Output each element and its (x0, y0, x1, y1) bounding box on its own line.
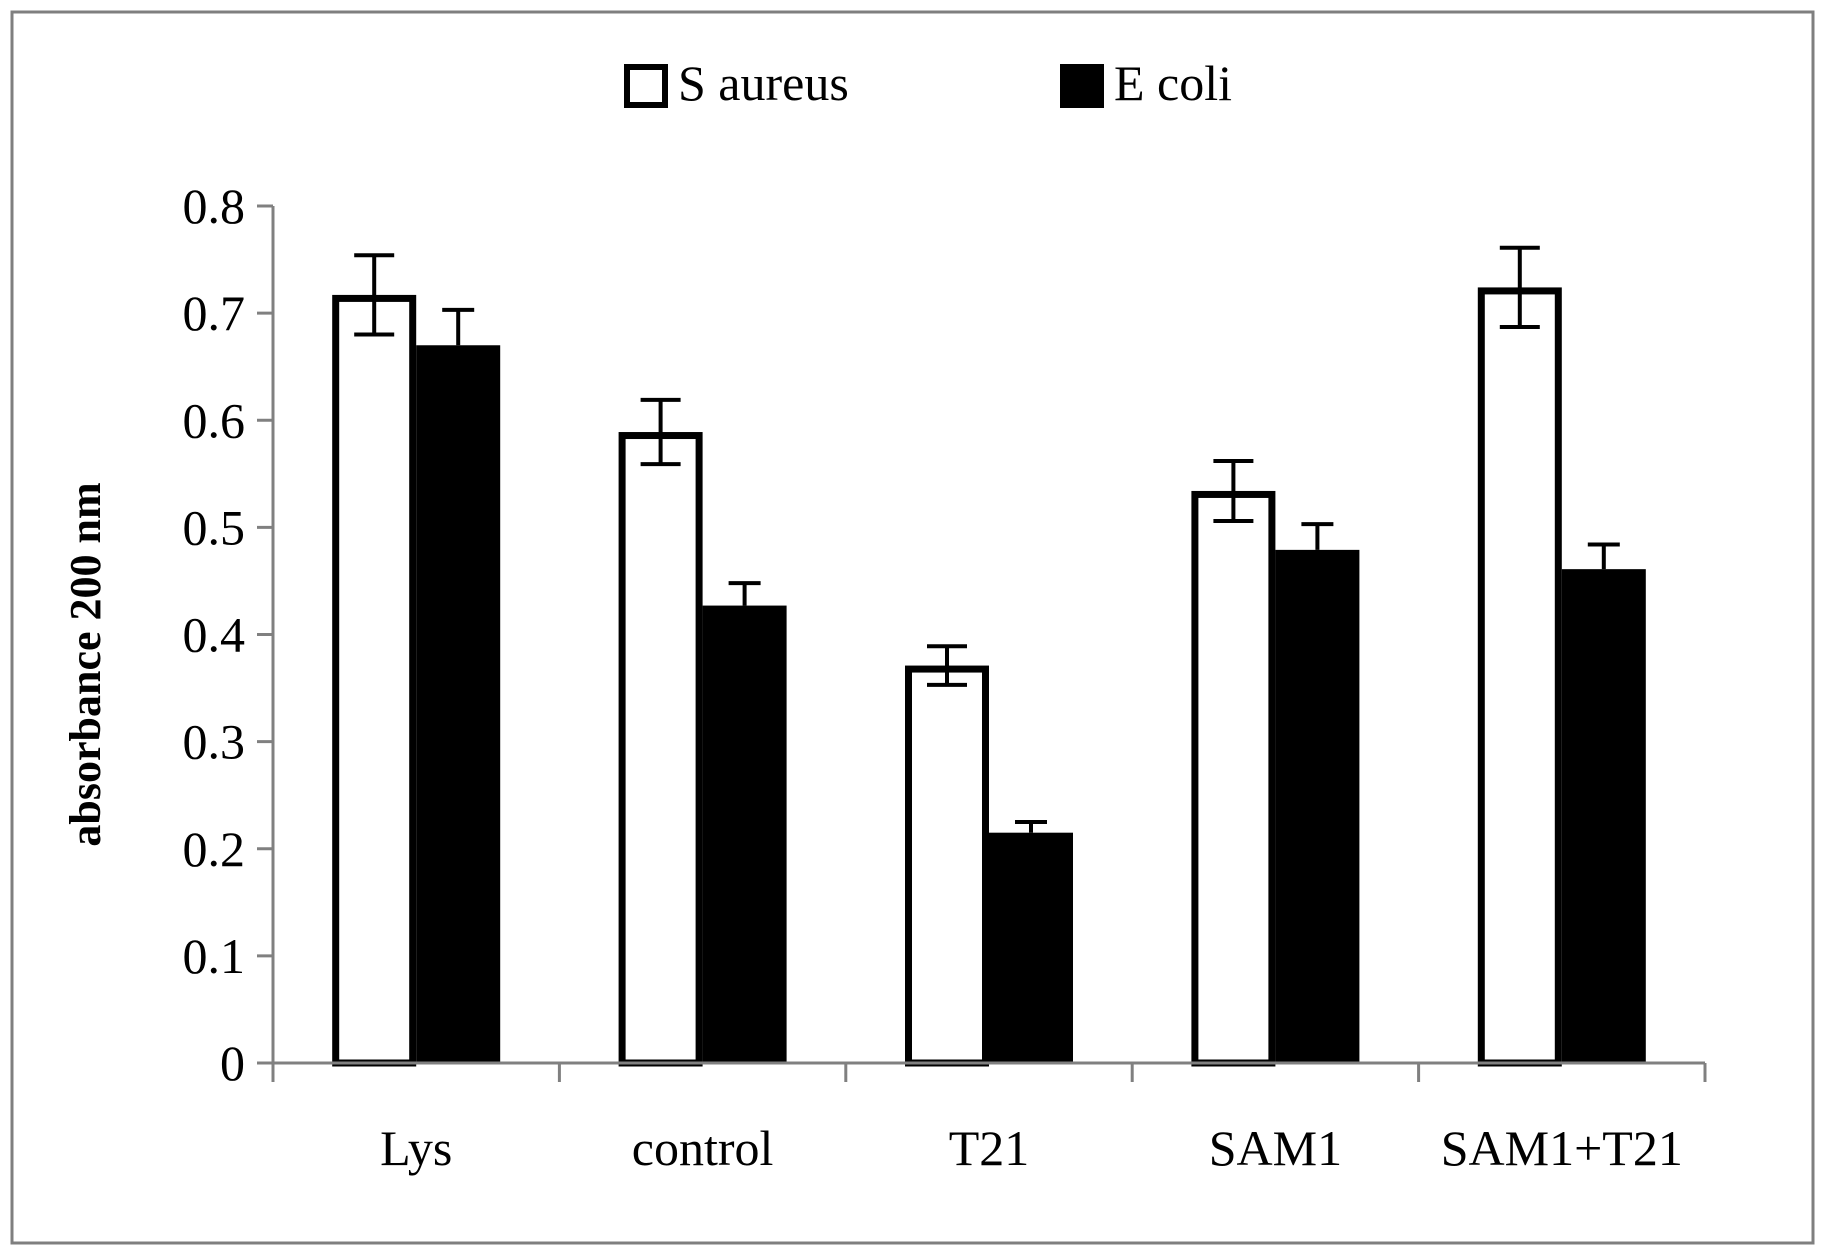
error-bar-s-aureus-sam1 (1213, 458, 1254, 523)
error-bars (354, 245, 1620, 833)
error-bar-s-aureus-sam1-t21 (1499, 245, 1540, 330)
legend-label-e-coli: E coli (1114, 55, 1232, 111)
y-tick-label: 0 (220, 1035, 245, 1091)
x-category-label-t21: T21 (949, 1120, 1030, 1176)
error-bar-e-coli-sam1 (1301, 522, 1334, 550)
legend-label-s-aureus: S aureus (678, 55, 849, 111)
legend-swatch-e-coli (1060, 64, 1104, 108)
bar-s-aureus-lys (332, 294, 417, 1067)
y-tick-label: 0.2 (183, 821, 246, 877)
bar-e-coli-lys (416, 345, 501, 1063)
y-tick-label: 0.7 (183, 285, 246, 341)
x-category-label-sam1-t21: SAM1+T21 (1441, 1120, 1683, 1176)
error-bar-s-aureus-t21 (927, 644, 967, 687)
y-axis: 0 0.1 0.2 0.3 0.4 0.5 0.6 0.7 0.8 (183, 178, 275, 1091)
y-axis-title: absorbance 200 nm (61, 482, 110, 846)
bar-s-aureus-t21 (905, 665, 989, 1067)
error-bar-e-coli-sam1-t21 (1587, 542, 1620, 570)
bar-e-coli-t21 (989, 832, 1073, 1063)
error-bar-s-aureus-control (640, 397, 681, 467)
error-bar-s-aureus-lys (354, 253, 395, 337)
bar-e-coli-sam1-t21 (1561, 569, 1646, 1063)
legend: S aureus E coli (624, 55, 1232, 111)
bar-s-aureus-sam1 (1191, 490, 1276, 1067)
x-category-label-sam1: SAM1 (1209, 1120, 1342, 1176)
y-tick-label: 0.8 (183, 178, 246, 234)
bar-e-coli-control (702, 605, 787, 1063)
x-category-label-lys: Lys (380, 1120, 452, 1176)
y-tick-label: 0.5 (183, 499, 246, 555)
y-tick-label: 0.1 (183, 928, 246, 984)
bar-s-aureus-sam1-t21 (1477, 287, 1562, 1067)
error-bar-e-coli-t21 (1015, 819, 1047, 833)
legend-swatch-s-aureus (624, 64, 668, 108)
bar-s-aureus-control (618, 432, 703, 1067)
y-tick-label: 0.6 (183, 392, 246, 448)
error-bar-e-coli-lys (442, 307, 475, 346)
y-tick-label: 0.4 (183, 607, 246, 663)
bar-e-coli-sam1 (1275, 549, 1360, 1063)
x-category-label-control: control (632, 1120, 774, 1176)
bars (332, 287, 1646, 1067)
error-bar-e-coli-control (728, 581, 761, 606)
y-tick-label: 0.3 (183, 714, 246, 770)
x-axis: Lys control T21 SAM1 SAM1+T21 (271, 1061, 1707, 1176)
